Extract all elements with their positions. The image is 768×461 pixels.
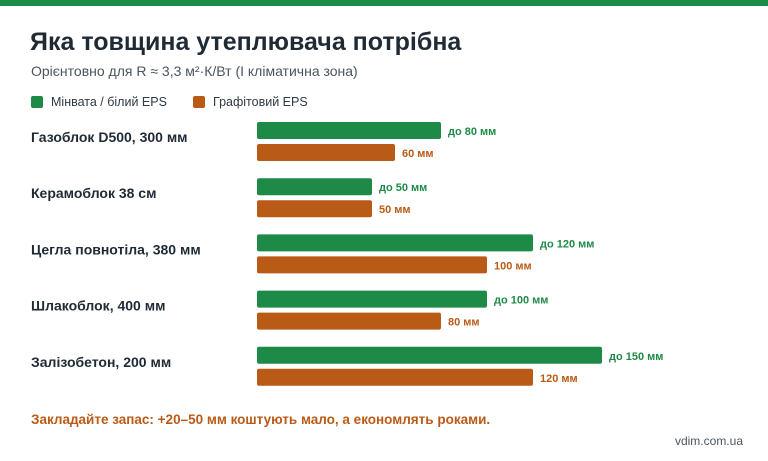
legend-swatch-orange bbox=[193, 96, 205, 108]
legend-label: Графітовий EPS bbox=[213, 95, 308, 109]
bar-graphite-eps-ceramic-block bbox=[257, 200, 372, 218]
top-accent-bar bbox=[0, 0, 768, 6]
bar-graphite-eps-cinder-block bbox=[257, 312, 441, 330]
category-label-gas-block: Газоблок D500, 300 мм bbox=[31, 129, 188, 145]
bar-mineral-wool-solid-brick bbox=[257, 234, 533, 252]
bar-mineral-wool-cinder-block bbox=[257, 290, 487, 308]
value-label-mineral-wool-solid-brick: до 120 мм bbox=[540, 238, 594, 250]
legend-label: Мінвата / білий EPS bbox=[51, 95, 167, 109]
bar-mineral-wool-ceramic-block bbox=[257, 178, 372, 196]
legend-swatch-green bbox=[31, 96, 43, 108]
value-label-graphite-eps-reinforced-concrete: 120 мм bbox=[540, 373, 578, 385]
chart-title: Яка товщина утеплювача потрібна bbox=[30, 28, 462, 56]
value-label-graphite-eps-cinder-block: 80 мм bbox=[448, 317, 480, 329]
category-label-cinder-block: Шлакоблок, 400 мм bbox=[31, 298, 165, 314]
category-label-solid-brick: Цегла повнотіла, 380 мм bbox=[31, 241, 201, 257]
bar-graphite-eps-gas-block bbox=[257, 144, 395, 161]
value-label-mineral-wool-reinforced-concrete: до 150 мм bbox=[609, 351, 663, 363]
value-label-graphite-eps-gas-block: 60 мм bbox=[402, 148, 434, 160]
value-label-mineral-wool-ceramic-block: до 50 мм bbox=[379, 182, 427, 194]
category-label-ceramic-block: Керамоблок 38 см bbox=[31, 185, 156, 201]
value-label-mineral-wool-cinder-block: до 100 мм bbox=[494, 295, 548, 307]
chart-subtitle: Орієнтовно для R ≈ 3,3 м²·К/Вт (І клімат… bbox=[31, 63, 358, 79]
bar-graphite-eps-reinforced-concrete bbox=[257, 368, 533, 386]
bar-mineral-wool-gas-block bbox=[257, 122, 441, 139]
value-label-mineral-wool-gas-block: до 80 мм bbox=[448, 126, 496, 138]
value-label-graphite-eps-ceramic-block: 50 мм bbox=[379, 204, 411, 216]
value-label-graphite-eps-solid-brick: 100 мм bbox=[494, 260, 532, 272]
site-url: vdim.com.ua bbox=[674, 434, 743, 448]
bar-mineral-wool-reinforced-concrete bbox=[257, 346, 602, 364]
category-label-reinforced-concrete: Залізобетон, 200 мм bbox=[31, 354, 171, 370]
bar-graphite-eps-solid-brick bbox=[257, 256, 487, 274]
footnote: Закладайте запас: +20–50 мм коштують мал… bbox=[31, 412, 491, 427]
